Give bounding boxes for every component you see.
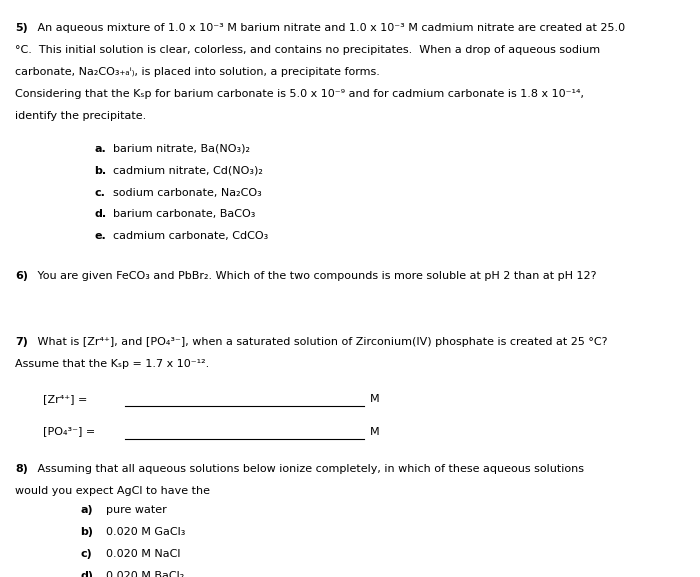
Text: 6): 6) — [15, 271, 29, 281]
Text: c): c) — [80, 549, 92, 559]
Text: a): a) — [80, 505, 93, 515]
Text: What is [Zr⁴⁺], and [PO₄³⁻], when a saturated solution of Zirconium(IV) phosphat: What is [Zr⁴⁺], and [PO₄³⁻], when a satu… — [34, 336, 607, 347]
Text: [Zr⁴⁺] =: [Zr⁴⁺] = — [43, 394, 88, 404]
Text: °C.  This initial solution is clear, colorless, and contains no precipitates.  W: °C. This initial solution is clear, colo… — [15, 45, 601, 55]
Text: would you expect AgCl to have the: would you expect AgCl to have the — [15, 486, 214, 496]
Text: cadmium nitrate, Cd(NO₃)₂: cadmium nitrate, Cd(NO₃)₂ — [113, 166, 262, 175]
Text: barium carbonate, BaCO₃: barium carbonate, BaCO₃ — [113, 209, 255, 219]
Text: e.: e. — [94, 231, 106, 241]
Text: a.: a. — [94, 144, 106, 153]
Text: pure water: pure water — [106, 505, 167, 515]
Text: carbonate, Na₂CO₃₊ₐⁱ₎, is placed into solution, a precipitate forms.: carbonate, Na₂CO₃₊ₐⁱ₎, is placed into so… — [15, 67, 380, 77]
Text: d.: d. — [94, 209, 106, 219]
Text: 0.020 M BaCl₂: 0.020 M BaCl₂ — [106, 571, 184, 577]
Text: M: M — [370, 426, 379, 437]
Text: M: M — [370, 394, 379, 404]
Text: Considering that the Kₛp for barium carbonate is 5.0 x 10⁻⁹ and for cadmium carb: Considering that the Kₛp for barium carb… — [15, 89, 584, 99]
Text: b.: b. — [94, 166, 106, 175]
Text: You are given FeCO₃ and PbBr₂. Which of the two compounds is more soluble at pH : You are given FeCO₃ and PbBr₂. Which of … — [34, 271, 596, 281]
Text: cadmium carbonate, CdCO₃: cadmium carbonate, CdCO₃ — [113, 231, 268, 241]
Text: d): d) — [80, 571, 94, 577]
Text: Assuming that all aqueous solutions below ionize completely, in which of these a: Assuming that all aqueous solutions belo… — [34, 464, 584, 474]
Text: 0.020 M NaCl: 0.020 M NaCl — [106, 549, 180, 559]
Text: sodium carbonate, Na₂CO₃: sodium carbonate, Na₂CO₃ — [113, 188, 262, 197]
Text: 7): 7) — [15, 336, 28, 347]
Text: Assume that the Kₛp = 1.7 x 10⁻¹².: Assume that the Kₛp = 1.7 x 10⁻¹². — [15, 358, 210, 369]
Text: barium nitrate, Ba(NO₃)₂: barium nitrate, Ba(NO₃)₂ — [113, 144, 250, 153]
Text: identify the precipitate.: identify the precipitate. — [15, 111, 147, 121]
Text: 8): 8) — [15, 464, 28, 474]
Text: c.: c. — [94, 188, 106, 197]
Text: An aqueous mixture of 1.0 x 10⁻³ M barium nitrate and 1.0 x 10⁻³ M cadmium nitra: An aqueous mixture of 1.0 x 10⁻³ M bariu… — [34, 23, 624, 33]
Text: 5): 5) — [15, 23, 28, 33]
Text: [PO₄³⁻] =: [PO₄³⁻] = — [43, 426, 96, 437]
Text: b): b) — [80, 527, 94, 537]
Text: 0.020 M GaCl₃: 0.020 M GaCl₃ — [106, 527, 185, 537]
